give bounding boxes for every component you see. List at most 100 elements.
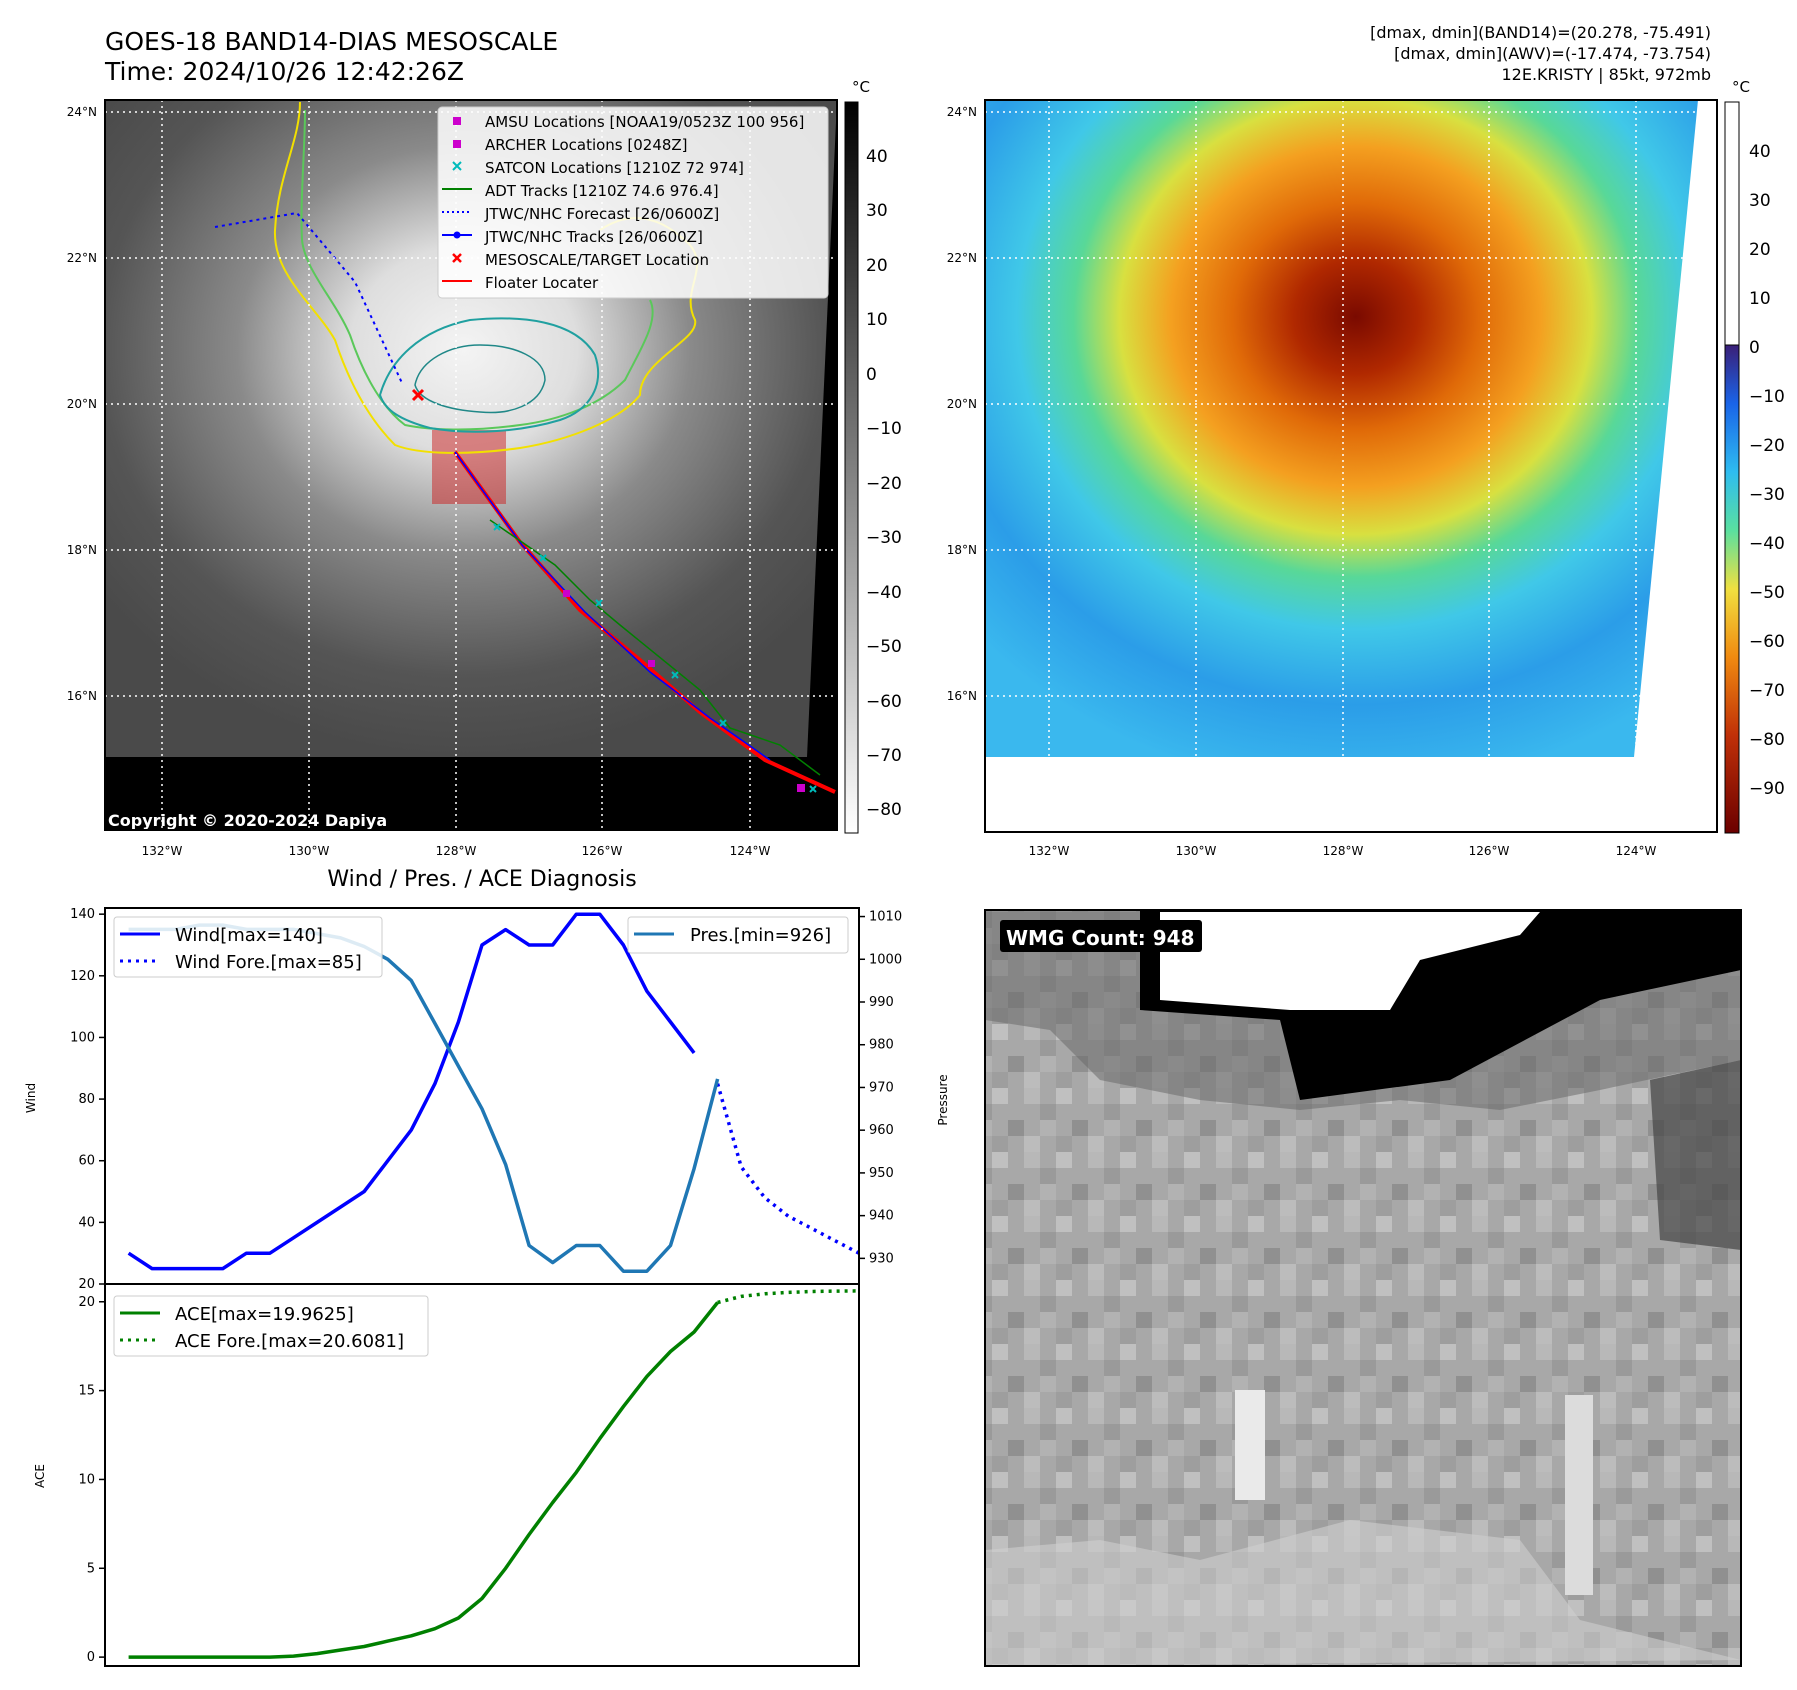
wmg-count-label: WMG Count: 948	[1006, 926, 1195, 950]
legend-target: MESOSCALE/TARGET Location	[485, 251, 709, 269]
legend-adt: ADT Tracks [1210Z 74.6 976.4]	[485, 182, 719, 200]
ace-series-group	[128, 1289, 860, 1659]
figure-title: GOES-18 BAND14-DIAS MESOSCALE	[105, 27, 559, 56]
svg-text:126°W: 126°W	[1469, 844, 1510, 858]
svg-text:−20: −20	[866, 474, 902, 494]
ir-lon-labels: 132°W 130°W 128°W 126°W 124°W	[142, 844, 771, 858]
svg-text:24°N: 24°N	[947, 105, 977, 119]
awv-colorbar-ticks: 40 30 20 10 0 −10 −20 −30 −40 −50 −60 −7…	[1749, 142, 1785, 799]
svg-text:−10: −10	[866, 419, 902, 439]
y2-tick-label: 980	[869, 1038, 894, 1053]
awv-lat-labels: 24°N 22°N 20°N 18°N 16°N	[947, 105, 977, 703]
legend-ace: ACE[max=19.9625]	[175, 1304, 354, 1325]
target-box	[432, 430, 506, 504]
ir-contour-inner	[414, 344, 546, 414]
pressure-axis-label: Pressure	[936, 1074, 950, 1125]
svg-text:−30: −30	[1749, 485, 1785, 505]
ir-colorbar: °C 40 30 20 10 0 −10 −20 −30 −40 −50 −60…	[844, 78, 902, 834]
wmg-frame	[984, 909, 1742, 1667]
svg-text:0: 0	[1749, 338, 1760, 358]
svg-text:40: 40	[1749, 142, 1771, 162]
svg-text:30: 30	[866, 201, 888, 221]
ace-legend-box	[113, 1295, 429, 1357]
svg-text:−50: −50	[866, 637, 902, 657]
svg-text:−80: −80	[866, 800, 902, 820]
awv-image	[985, 100, 1698, 757]
satcon-markers	[493, 523, 817, 793]
svg-text:130°W: 130°W	[289, 844, 330, 858]
legend-amsu: AMSU Locations [NOAA19/0523Z 100 956]	[485, 113, 804, 131]
svg-text:126°W: 126°W	[582, 844, 623, 858]
series-line-0	[128, 1301, 719, 1659]
svg-text:−20: −20	[1749, 436, 1785, 456]
wind-axis-label: Wind	[24, 1083, 38, 1113]
ir-contour-green	[300, 109, 654, 431]
svg-text:−70: −70	[1749, 681, 1785, 701]
svg-text:10: 10	[1749, 289, 1771, 309]
svg-text:−80: −80	[1749, 730, 1785, 750]
pres-legend-box	[627, 916, 849, 954]
awv-lon-labels: 132°W 130°W 128°W 126°W 124°W	[1029, 844, 1657, 858]
band14-range-text: [dmax, dmin](BAND14)=(20.278, -75.491)	[1370, 23, 1711, 42]
svg-text:22°N: 22°N	[67, 251, 97, 265]
y-tick-label: 10	[78, 1472, 95, 1487]
storm-info-text: 12E.KRISTY | 85kt, 972mb	[1501, 65, 1712, 84]
y-tick-label: 0	[87, 1650, 95, 1665]
wind-axis-ticks: 20 40 60 80 100 120 140	[70, 907, 105, 1292]
svg-text:128°W: 128°W	[436, 844, 477, 858]
svg-text:10: 10	[866, 310, 888, 330]
awv-colorbar: °C 40 30 20 10 0 −10 −20 −30 −40 −50 −60…	[1724, 78, 1785, 834]
adt-track	[489, 519, 821, 776]
svg-text:132°W: 132°W	[142, 844, 183, 858]
wmg-label-box	[1000, 920, 1202, 952]
legend-jtwc-forecast: JTWC/NHC Forecast [26/0600Z]	[484, 205, 719, 223]
ir-frame	[104, 99, 838, 831]
pressure-axis-ticks: 930 940 950 960 970 980 990 1000 1010	[859, 910, 902, 1266]
figure-time: Time: 2024/10/26 12:42:26Z	[105, 57, 464, 86]
series-line-1	[717, 1289, 860, 1305]
y2-tick-label: 990	[869, 995, 894, 1010]
ace-chart-frame	[104, 1283, 860, 1667]
diagnosis-title: Wind / Pres. / ACE Diagnosis	[327, 867, 636, 892]
y-tick-label: 100	[70, 1030, 95, 1045]
y2-tick-label: 930	[869, 1251, 894, 1266]
legend-ace-fore: ACE Fore.[max=20.6081]	[175, 1331, 404, 1352]
y-tick-label: 20	[78, 1295, 95, 1310]
svg-text:18°N: 18°N	[947, 543, 977, 557]
y2-tick-label: 1000	[869, 952, 902, 967]
svg-text:−40: −40	[866, 583, 902, 603]
track-markers	[563, 590, 805, 792]
target-location-x	[411, 388, 425, 402]
y2-tick-label: 970	[869, 1080, 894, 1095]
y2-tick-label: 940	[869, 1209, 894, 1224]
y-tick-label: 40	[78, 1215, 95, 1230]
svg-text:−60: −60	[1749, 632, 1785, 652]
svg-text:128°W: 128°W	[1323, 844, 1364, 858]
series-line-0	[127, 912, 696, 1271]
ace-axis-ticks: 0 5 10 15 20	[78, 1295, 105, 1665]
svg-text:−70: −70	[866, 746, 902, 766]
amsu-marker	[797, 784, 805, 792]
svg-text:20: 20	[1749, 240, 1771, 260]
y-tick-label: 80	[78, 1092, 95, 1107]
svg-text:−10: −10	[1749, 387, 1785, 407]
svg-text:−60: −60	[866, 692, 902, 712]
svg-text:20: 20	[866, 256, 888, 276]
series-line-1	[715, 1083, 860, 1255]
ir-colorbar-unit: °C	[852, 78, 870, 96]
svg-text:20°N: 20°N	[67, 397, 97, 411]
ir-legend-markers	[442, 117, 472, 282]
copyright-text: Copyright © 2020-2024 Dapiya	[108, 811, 387, 830]
ir-legend-labels: AMSU Locations [NOAA19/0523Z 100 956] AR…	[484, 113, 804, 292]
awv-colorbar-unit: °C	[1732, 78, 1750, 96]
archer-marker	[648, 660, 655, 667]
ace-chart: 0 5 10 15 20 ACE ACE[max=19.9625] ACE Fore.[…	[33, 1283, 860, 1667]
svg-text:20°N: 20°N	[947, 397, 977, 411]
ir-lat-labels: 24°N 22°N 20°N 18°N 16°N	[67, 105, 97, 703]
awv-gridlines	[985, 100, 1700, 757]
svg-text:124°W: 124°W	[1616, 844, 1657, 858]
legend-floater: Floater Locater	[485, 274, 599, 292]
legend-satcon: SATCON Locations [1210Z 72 974]	[485, 159, 744, 177]
svg-text:0: 0	[866, 365, 877, 385]
